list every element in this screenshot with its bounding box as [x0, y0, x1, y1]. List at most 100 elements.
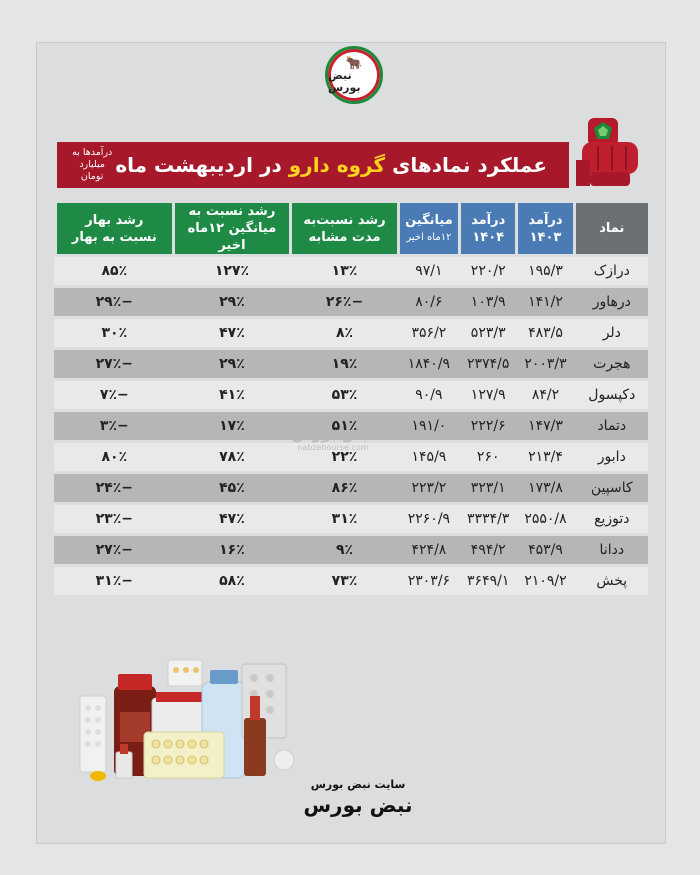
cell-average: ۱۹۱/۰ [396, 412, 459, 440]
cell-revenue-1404: ۵۲۳/۳ [458, 319, 516, 347]
title-banner: درآمدها به میلیارد تومان عملکرد نمادهای … [57, 142, 569, 188]
cell-revenue-1404: ۳۳۳۴/۳ [458, 505, 516, 533]
cell-growth-spring: ۳۰٪ [54, 319, 172, 347]
cell-growth-spring: −۷٪ [54, 381, 172, 409]
unit-note-line1: درآمدها به [72, 147, 113, 158]
col-header-growth-vs-average-line1: رشد نسبت به [188, 204, 276, 219]
unit-note: درآمدها به میلیارد تومان [69, 147, 115, 183]
cell-revenue-1404: ۲۶۰ [458, 443, 516, 471]
footer-branding: سایت نبض بورس نبض بورس [278, 778, 438, 828]
cell-average: ۲۳۰۳/۶ [396, 567, 459, 595]
cell-revenue-1403: ۴۵۳/۹ [515, 536, 573, 564]
cell-symbol: دکپسول [572, 381, 648, 409]
cell-revenue-1403: ۲۰۰۳/۳ [515, 350, 573, 378]
cell-growth-vs-average: ۵۸٪ [171, 567, 290, 595]
cell-growth-spring: ۸۰٪ [54, 443, 172, 471]
cell-growth-spring: −۳۱٪ [54, 567, 172, 595]
bull-icon: 🐂 [345, 55, 363, 71]
col-header-growth-yoy: رشد نسبت‌به مدت مشابه [289, 203, 397, 254]
table-row: دابور ۲۱۳/۴ ۲۶۰ ۱۴۵/۹ ۲۲٪ ۷۸٪ ۸۰٪ [54, 443, 648, 471]
cell-symbol: دلر [572, 319, 648, 347]
logo-text: نبض بورس [328, 68, 361, 94]
cell-revenue-1403: ۲۱۰۹/۲ [515, 567, 573, 595]
cell-average: ۹۰/۹ [396, 381, 459, 409]
cell-revenue-1404: ۲۲۰/۲ [458, 257, 516, 285]
cell-growth-vs-average: ۱۷٪ [171, 412, 290, 440]
cell-growth-yoy: ۹٪ [289, 536, 397, 564]
cell-symbol: ددانا [572, 536, 648, 564]
cell-growth-vs-average: ۴۷٪ [171, 319, 290, 347]
cell-revenue-1403: ۴۸۳/۵ [515, 319, 573, 347]
cell-average: ۲۲۳/۲ [396, 474, 459, 502]
watermark-url: nabzebourse.com [297, 443, 369, 452]
cell-average: ۹۷/۱ [396, 257, 459, 285]
cell-revenue-1404: ۲۲۲/۶ [458, 412, 516, 440]
col-header-revenue-1404-line2: ۱۴۰۴ [472, 229, 505, 245]
fist-holding-pill-icon [576, 118, 638, 186]
cell-symbol: دتماد [572, 412, 648, 440]
cell-growth-yoy: ۲۲٪ [289, 443, 397, 471]
cell-revenue-1404: ۳۲۳/۱ [458, 474, 516, 502]
cell-growth-yoy: ۳۱٪ [289, 505, 397, 533]
performance-table: نماد درآمد ۱۴۰۳ درآمد ۱۴۰۴ میانگین ۱۲ماه… [54, 200, 648, 598]
cell-growth-vs-average: ۲۹٪ [171, 288, 290, 316]
cell-average: ۲۲۶۰/۹ [396, 505, 459, 533]
cell-average: ۳۵۶/۲ [396, 319, 459, 347]
col-header-revenue-1404-line1: درآمد [471, 212, 506, 228]
cell-growth-spring: −۲۳٪ [54, 505, 172, 533]
cell-average: ۱۴۵/۹ [396, 443, 459, 471]
cell-growth-spring: −۲۴٪ [54, 474, 172, 502]
table-row: کاسپین ۱۷۳/۸ ۳۲۳/۱ ۲۲۳/۲ ۸۶٪ ۴۵٪ −۲۴٪ [54, 474, 648, 502]
cell-growth-yoy: ۸٪ [289, 319, 397, 347]
title-part2: در اردیبهشت ماه [115, 153, 282, 177]
cell-growth-yoy: ۱۹٪ [289, 350, 397, 378]
col-header-growth-spring-line1: رشد بهار [85, 212, 144, 228]
col-header-average-line1: میانگین [405, 212, 453, 228]
cell-growth-spring: −۲۹٪ [54, 288, 172, 316]
cell-growth-spring: ۸۵٪ [54, 257, 172, 285]
col-header-growth-yoy-line2: مدت مشابه [308, 229, 381, 245]
cell-growth-yoy: ۵۱٪ [289, 412, 397, 440]
page-title: عملکرد نمادهای گروه دارو در اردیبهشت ماه [115, 153, 547, 177]
cell-growth-vs-average: ۴۱٪ [171, 381, 290, 409]
cell-growth-yoy: ۷۳٪ [289, 567, 397, 595]
col-header-revenue-1403: درآمد ۱۴۰۳ [515, 203, 573, 254]
table-row: درهاور ۱۴۱/۲ ۱۰۳/۹ ۸۰/۶ −۲۶٪ ۲۹٪ −۲۹٪ [54, 288, 648, 316]
cell-revenue-1403: ۲۵۵۰/۸ [515, 505, 573, 533]
cell-revenue-1403: ۸۴/۲ [515, 381, 573, 409]
brand-logo: 🐂 نبض بورس [325, 46, 383, 104]
cell-symbol: دابور [572, 443, 648, 471]
cell-revenue-1404: ۱۰۳/۹ [458, 288, 516, 316]
cell-revenue-1403: ۲۱۳/۴ [515, 443, 573, 471]
cell-revenue-1404: ۱۲۷/۹ [458, 381, 516, 409]
col-header-growth-spring: رشد بهار نسبت به بهار [54, 203, 172, 254]
table-row: هجرت ۲۰۰۳/۳ ۲۳۷۴/۵ ۱۸۴۰/۹ ۱۹٪ ۲۹٪ −۲۷٪ [54, 350, 648, 378]
cell-revenue-1403: ۱۴۱/۲ [515, 288, 573, 316]
footer-site-label: سایت نبض بورس [310, 778, 406, 791]
cell-growth-yoy: ۵۳٪ [289, 381, 397, 409]
col-header-growth-vs-average-line2: میانگین ۱۲ماه اخیر [187, 221, 277, 253]
col-header-name: نماد [572, 203, 648, 254]
cell-growth-vs-average: ۴۵٪ [171, 474, 290, 502]
table-row: پخش ۲۱۰۹/۲ ۳۶۴۹/۱ ۲۳۰۳/۶ ۷۳٪ ۵۸٪ −۳۱٪ [54, 567, 648, 595]
cell-average: ۱۸۴۰/۹ [396, 350, 459, 378]
watermark: نبض بورس nabzebourse.com [292, 425, 374, 452]
col-header-growth-spring-line2: نسبت به بهار [71, 229, 157, 245]
col-header-growth-yoy-line1: رشد نسبت‌به [303, 212, 386, 228]
cell-growth-vs-average: ۱۶٪ [171, 536, 290, 564]
title-highlight: گروه دارو [288, 153, 386, 177]
cell-growth-spring: −۳٪ [54, 412, 172, 440]
cell-growth-yoy: ۱۳٪ [289, 257, 397, 285]
cell-growth-vs-average: ۴۷٪ [171, 505, 290, 533]
cell-average: ۴۲۴/۸ [396, 536, 459, 564]
col-header-revenue-1403-line1: درآمد [528, 212, 563, 228]
col-header-revenue-1404: درآمد ۱۴۰۴ [458, 203, 516, 254]
table-row: ددانا ۴۵۳/۹ ۴۹۴/۲ ۴۲۴/۸ ۹٪ ۱۶٪ −۲۷٪ [54, 536, 648, 564]
cell-revenue-1403: ۱۹۵/۳ [515, 257, 573, 285]
table-row: دتماد ۱۴۷/۳ ۲۲۲/۶ ۱۹۱/۰ ۵۱٪ ۱۷٪ −۳٪ [54, 412, 648, 440]
cell-growth-yoy: ۸۶٪ [289, 474, 397, 502]
footer-brand-logo: نبض بورس [303, 793, 413, 817]
cell-symbol: درازک [572, 257, 648, 285]
cell-symbol: کاسپین [572, 474, 648, 502]
cell-growth-vs-average: ۷۸٪ [171, 443, 290, 471]
